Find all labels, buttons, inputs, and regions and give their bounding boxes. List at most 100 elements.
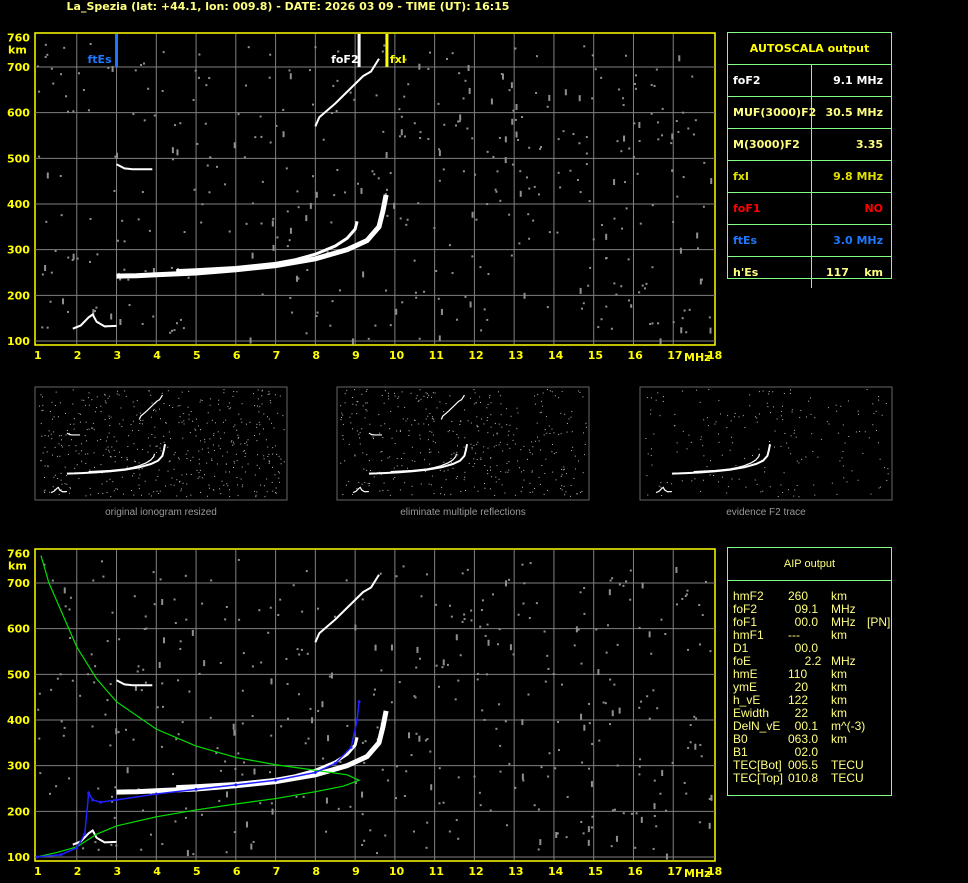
- noise-dot: [538, 476, 540, 478]
- noise-dot: [64, 605, 67, 608]
- noise-dot: [695, 389, 697, 391]
- aip-cell: B1: [733, 745, 748, 759]
- noise-dot: [597, 326, 600, 329]
- noise-dot: [430, 484, 432, 486]
- noise-dot: [82, 847, 85, 850]
- aip-cell: km: [831, 667, 847, 681]
- noise-dot: [600, 76, 603, 79]
- noise-dot: [80, 413, 82, 415]
- noise-dot: [533, 804, 536, 807]
- noise-dot: [272, 447, 274, 449]
- noise-dot: [427, 397, 429, 399]
- noise-dot: [133, 595, 136, 598]
- noise-dot: [159, 490, 161, 492]
- noise-dot: [132, 401, 134, 403]
- noise-dot: [184, 574, 187, 577]
- autoscala-output-table: AUTOSCALA output foF2 9.1 MHz MUF(3000)F2 3…: [727, 32, 892, 288]
- noise-dot: [232, 723, 235, 730]
- noise-dot: [132, 420, 134, 422]
- noise-dot: [561, 391, 563, 393]
- x-tick-label: 3: [114, 865, 122, 878]
- trace-es-multiple: [66, 432, 80, 436]
- noise-dot: [65, 95, 68, 98]
- noise-dot: [495, 444, 497, 446]
- noise-dot: [260, 222, 263, 225]
- noise-dot: [801, 458, 803, 460]
- noise-dot: [247, 439, 249, 441]
- noise-dot: [295, 275, 298, 282]
- noise-dot: [223, 432, 225, 434]
- noise-dot: [175, 322, 178, 325]
- noise-dot: [289, 73, 292, 80]
- noise-dot: [692, 133, 695, 136]
- noise-dot: [371, 170, 374, 173]
- noise-dot: [513, 434, 515, 436]
- noise-dot: [699, 643, 702, 646]
- noise-dot: [457, 120, 460, 123]
- noise-dot: [588, 722, 591, 725]
- noise-dot: [209, 404, 211, 406]
- noise-dot: [484, 634, 487, 637]
- noise-dot: [396, 465, 398, 467]
- noise-dot: [270, 678, 273, 685]
- noise-dot: [611, 577, 614, 580]
- noise-dot: [136, 400, 138, 402]
- noise-dot: [549, 390, 551, 392]
- noise-dot: [526, 176, 529, 179]
- noise-dot: [206, 422, 208, 424]
- noise-dot: [768, 390, 770, 392]
- noise-dot: [423, 423, 425, 425]
- noise-dot: [697, 247, 700, 250]
- noise-dot: [349, 91, 352, 94]
- noise-dot: [225, 419, 227, 421]
- noise-dot: [388, 398, 390, 400]
- noise-dot: [342, 423, 344, 425]
- param-value: 9.8 MHz: [833, 170, 883, 183]
- noise-dot: [862, 452, 864, 454]
- noise-dot: [426, 573, 429, 576]
- noise-dot: [730, 420, 732, 422]
- noise-dot: [476, 443, 478, 445]
- noise-dot: [569, 169, 572, 172]
- x-tick-label: 18: [707, 865, 722, 878]
- noise-dot: [207, 447, 209, 449]
- noise-dot: [224, 618, 227, 621]
- noise-dot: [53, 416, 55, 418]
- noise-dot: [487, 432, 489, 434]
- noise-dot: [528, 449, 530, 451]
- noise-dot: [269, 141, 272, 144]
- noise-dot: [314, 46, 317, 49]
- noise-dot: [204, 441, 206, 443]
- noise-dot: [563, 485, 565, 487]
- noise-dot: [563, 468, 565, 470]
- noise-dot: [647, 397, 649, 399]
- noise-dot: [777, 495, 779, 497]
- noise-dot: [428, 451, 430, 453]
- noise-dot: [326, 251, 329, 254]
- noise-dot: [676, 442, 678, 444]
- noise-dot: [506, 408, 508, 410]
- noise-dot: [138, 429, 140, 431]
- noise-dot: [415, 296, 418, 299]
- noise-dot: [199, 401, 201, 403]
- noise-dot: [591, 54, 594, 57]
- noise-dot: [185, 618, 188, 621]
- noise-dot: [650, 397, 652, 399]
- aip-cell: hmF2: [733, 589, 764, 603]
- noise-dot: [390, 410, 392, 412]
- noise-dot: [115, 728, 118, 735]
- noise-dot: [307, 737, 310, 740]
- noise-dot: [182, 482, 184, 484]
- noise-dot: [675, 566, 678, 573]
- noise-dot: [111, 795, 114, 798]
- noise-dot: [537, 394, 539, 396]
- noise-dot: [104, 393, 106, 395]
- noise-dot: [553, 432, 555, 434]
- noise-dot: [467, 64, 470, 71]
- aip-row: foF1 00.0 MHz [PN]: [733, 616, 891, 629]
- y-tick-label: 200: [7, 805, 30, 818]
- noise-dot: [366, 410, 368, 412]
- noise-dot: [245, 452, 247, 454]
- noise-dot: [238, 436, 240, 438]
- noise-dot: [187, 450, 189, 452]
